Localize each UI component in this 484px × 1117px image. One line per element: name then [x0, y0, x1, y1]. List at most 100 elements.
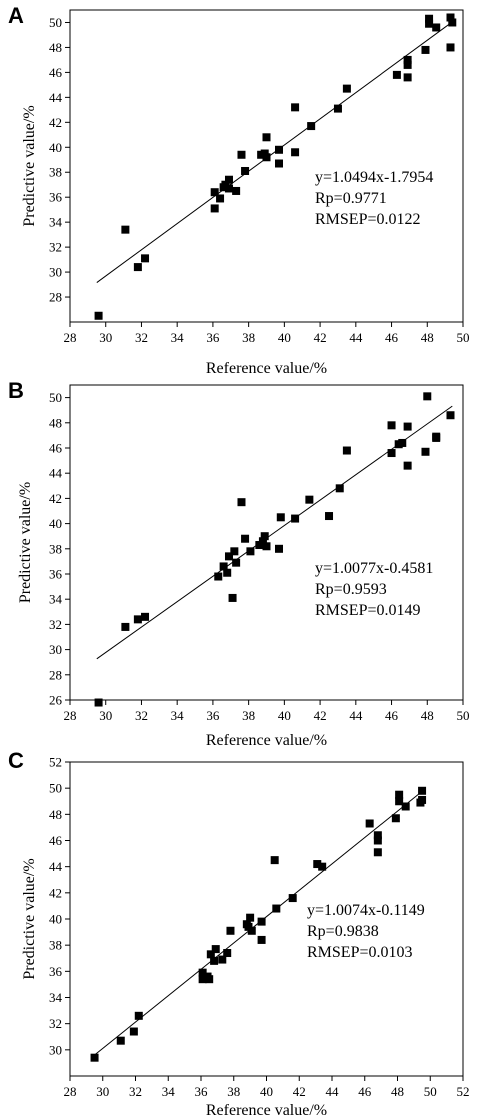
data-point: [403, 73, 412, 82]
data-point: [401, 802, 410, 811]
data-point: [305, 495, 314, 504]
y-tick-label: 50: [49, 781, 62, 796]
data-point: [198, 975, 207, 984]
data-point: [241, 166, 250, 175]
data-point: [342, 84, 351, 93]
y-tick-label: 44: [49, 466, 63, 481]
data-point: [226, 926, 235, 935]
x-tick-label: 44: [349, 708, 363, 723]
regression-annotation: y=1.0494x-1.7954: [315, 169, 433, 186]
y-tick-label: 32: [49, 240, 62, 255]
x-tick-label: 36: [195, 1084, 209, 1099]
data-point: [432, 23, 441, 32]
y-tick-label: 42: [49, 885, 62, 900]
data-point: [333, 104, 342, 113]
x-tick-label: 34: [162, 1084, 176, 1099]
y-axis-label: Predictive value/%: [21, 858, 38, 979]
data-point: [133, 263, 142, 272]
y-tick-label: 40: [49, 140, 62, 155]
y-tick-label: 32: [49, 1016, 62, 1031]
y-tick-label: 38: [49, 938, 62, 953]
x-tick-label: 40: [278, 330, 291, 345]
data-point: [365, 819, 374, 828]
x-tick-label: 52: [457, 1084, 470, 1099]
y-tick-label: 30: [49, 1042, 62, 1057]
data-point: [423, 392, 432, 401]
data-point: [90, 1053, 99, 1062]
data-point: [403, 60, 412, 69]
y-tick-label: 36: [49, 190, 63, 205]
data-point: [395, 790, 404, 799]
data-point: [418, 795, 427, 804]
data-point: [94, 698, 103, 707]
x-tick-label: 40: [260, 1084, 273, 1099]
data-point: [228, 593, 237, 602]
data-point: [421, 447, 430, 456]
data-point: [246, 547, 255, 556]
y-tick-label: 26: [49, 693, 63, 708]
data-point: [262, 133, 271, 142]
x-tick-label: 38: [242, 708, 255, 723]
panel-c: C 28 30 32 34 36 38 40 42 44 46 48 50 52 30 32 34 36 38 40 4…: [8, 748, 470, 1117]
data-point: [94, 311, 103, 320]
x-tick-label: 42: [314, 708, 327, 723]
x-tick-label: 32: [135, 330, 148, 345]
x-tick-label: 36: [206, 708, 220, 723]
regression-annotation: RMSEP=0.0122: [315, 211, 421, 228]
data-point: [129, 1027, 138, 1036]
x-tick-label: 34: [171, 330, 185, 345]
data-point: [446, 43, 455, 52]
data-point: [237, 498, 246, 507]
data-point: [210, 956, 219, 965]
x-tick-label: 46: [385, 330, 399, 345]
regression-line: [96, 405, 453, 660]
y-tick-label: 34: [49, 215, 63, 230]
data-point: [224, 552, 233, 561]
y-tick-label: 38: [49, 541, 62, 556]
y-tick-label: 34: [49, 592, 63, 607]
data-point: [425, 14, 434, 23]
regression-annotation: Rp=0.9593: [315, 581, 387, 598]
data-point: [342, 446, 351, 455]
data-point: [335, 484, 344, 493]
data-point: [325, 512, 334, 521]
x-axis-label: Reference value/%: [206, 732, 327, 749]
data-point: [241, 534, 250, 543]
data-point: [210, 188, 219, 197]
data-point: [307, 122, 316, 131]
y-tick-label: 52: [49, 755, 62, 770]
data-point: [272, 904, 281, 913]
x-tick-label: 30: [99, 708, 112, 723]
data-point: [121, 225, 130, 234]
data-point: [275, 544, 284, 553]
y-tick-label: 44: [49, 90, 63, 105]
y-axis-label: Predictive value/%: [21, 105, 38, 226]
data-point: [395, 797, 404, 806]
x-axis-label: Reference value/%: [206, 360, 327, 377]
x-tick-label: 28: [64, 330, 77, 345]
y-tick-label: 36: [49, 567, 63, 582]
x-tick-label: 44: [326, 1084, 340, 1099]
y-tick-label: 36: [49, 964, 63, 979]
x-tick-label: 50: [424, 1084, 437, 1099]
x-tick-label: 30: [99, 330, 112, 345]
data-point: [260, 532, 269, 541]
y-tick-label: 46: [49, 833, 63, 848]
plot-frame: [69, 384, 464, 701]
data-point: [373, 831, 382, 840]
x-tick-label: 28: [64, 1084, 77, 1099]
data-point: [216, 194, 225, 203]
data-point: [403, 461, 412, 470]
x-tick-label: 42: [314, 330, 327, 345]
data-point: [230, 547, 239, 556]
panel-a: A 28 30 32 34 36 38 40 42 44 46 48 50 28 30 32 34 36 38 40 4…: [8, 3, 470, 377]
data-point: [210, 204, 219, 213]
data-point: [262, 153, 271, 162]
x-tick-label: 38: [227, 1084, 240, 1099]
regression-annotation: RMSEP=0.0149: [315, 602, 421, 619]
y-tick-label: 50: [49, 390, 62, 405]
plot-frame: [69, 9, 464, 323]
y-tick-label: 30: [49, 265, 62, 280]
y-tick-label: 28: [49, 667, 62, 682]
